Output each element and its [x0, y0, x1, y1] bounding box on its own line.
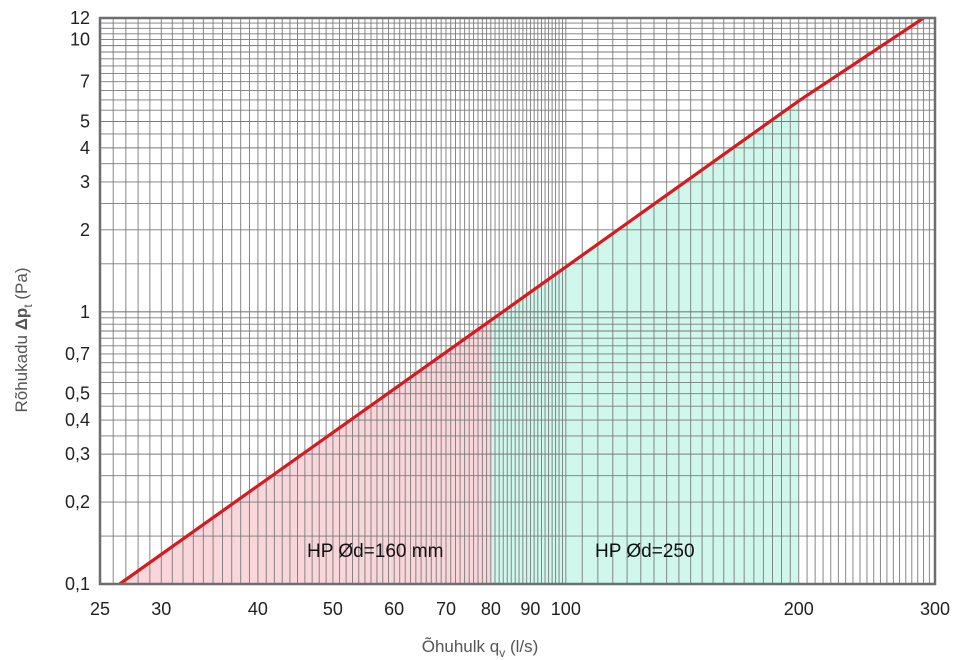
x-tick-label: 30 — [151, 599, 171, 619]
region-fill-2 — [490, 100, 799, 584]
x-tick-label: 200 — [784, 599, 814, 619]
x-tick-label: 90 — [520, 599, 540, 619]
x-axis-title: Õhuhulk qv (l/s) — [422, 637, 539, 660]
y-axis-title: Rõhukadu Δpt (Pa) — [12, 267, 35, 412]
x-tick-label: 80 — [481, 599, 501, 619]
x-tick-label: 50 — [323, 599, 343, 619]
x-tick-label: 300 — [920, 599, 950, 619]
x-tick-labels: 25 30 40 50 60 70 80 90 100 200 300 — [90, 599, 950, 619]
y-tick-label: 0,1 — [65, 574, 90, 594]
y-tick-label: 4 — [80, 138, 90, 158]
region-label: HP Ød=250 — [595, 541, 694, 562]
region-labels: HP Ød=160 mm HP Ød=250 — [307, 541, 695, 562]
y-tick-label: 3 — [80, 172, 90, 192]
y-tick-label: 0,5 — [65, 384, 90, 404]
x-tick-label: 40 — [248, 599, 268, 619]
series-line — [118, 16, 925, 586]
y-tick-label: 7 — [80, 72, 90, 92]
y-tick-label: 0,2 — [65, 492, 90, 512]
x-tick-label: 60 — [384, 599, 404, 619]
grid-lines — [100, 18, 935, 584]
y-tick-label: 1 — [80, 302, 90, 322]
y-tick-label: 10 — [70, 30, 90, 50]
x-tick-label: 70 — [436, 599, 456, 619]
y-tick-label: 5 — [80, 112, 90, 132]
plot-frame — [98, 16, 937, 586]
y-tick-label: 0,3 — [65, 444, 90, 464]
y-tick-label: 0,4 — [65, 410, 90, 430]
x-tick-label: 100 — [551, 599, 581, 619]
region-label: HP Ød=160 mm — [307, 541, 443, 562]
y-tick-label: 2 — [80, 220, 90, 240]
y-tick-label: 12 — [70, 8, 90, 28]
x-tick-label: 25 — [90, 599, 110, 619]
series-lines — [118, 16, 925, 586]
y-tick-label: 0,7 — [65, 344, 90, 364]
